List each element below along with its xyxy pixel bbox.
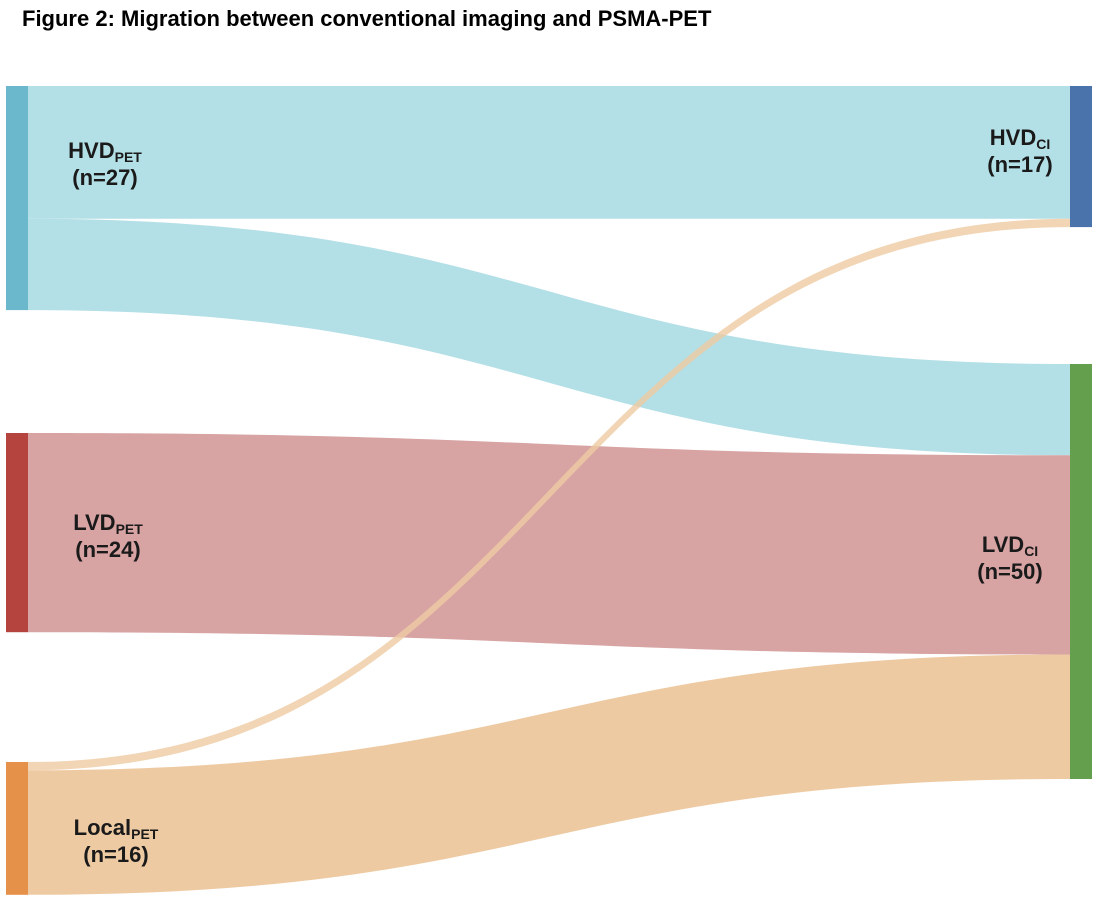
nodes-layer (6, 86, 1092, 895)
node-name-main: LVD (73, 510, 115, 535)
node-name-text: HVDCI (990, 125, 1050, 152)
flow-local-pet-to-lvd-ci (28, 654, 1070, 895)
flow-hvd-pet-to-hvd-ci (28, 86, 1070, 219)
node-name-text: LVDCI (982, 532, 1038, 559)
node-name-text: LocalPET (74, 815, 159, 842)
node-name-text: LVDPET (73, 510, 143, 537)
node-name-main: LVD (982, 532, 1024, 557)
node-lvd-ci (1070, 364, 1092, 779)
flow-hvd-pet-to-lvd-ci (28, 218, 1070, 456)
node-name-subscript: CI (1036, 136, 1050, 152)
node-name-main: HVD (990, 125, 1036, 150)
node-name-text: HVDPET (68, 138, 142, 165)
flow-local-pet-to-hvd-ci (28, 218, 1070, 771)
label-local-pet: LocalPET(n=16) (74, 815, 159, 867)
node-name-subscript: PET (116, 521, 144, 537)
label-hvd-pet: HVDPET(n=27) (68, 138, 142, 190)
node-name-subscript: CI (1024, 543, 1038, 559)
node-count-text: (n=16) (83, 842, 148, 867)
flows-layer (28, 86, 1070, 895)
node-hvd-ci (1070, 86, 1092, 228)
node-local-pet (6, 762, 28, 895)
node-name-subscript: PET (115, 149, 143, 165)
node-name-main: HVD (68, 138, 114, 163)
node-lvd-pet (6, 433, 28, 633)
node-hvd-pet (6, 86, 28, 311)
node-count-text: (n=17) (987, 152, 1052, 177)
node-count-text: (n=27) (72, 165, 137, 190)
node-count-text: (n=24) (75, 537, 140, 562)
label-lvd-ci: LVDCI(n=50) (977, 532, 1042, 584)
chart-title: Figure 2: Migration between conventional… (22, 6, 712, 31)
label-hvd-ci: HVDCI(n=17) (987, 125, 1052, 177)
node-count-text: (n=50) (977, 559, 1042, 584)
label-lvd-pet: LVDPET(n=24) (73, 510, 143, 562)
node-name-subscript: PET (131, 826, 159, 842)
node-name-main: Local (74, 815, 131, 840)
flow-lvd-pet-to-lvd-ci (28, 433, 1070, 655)
